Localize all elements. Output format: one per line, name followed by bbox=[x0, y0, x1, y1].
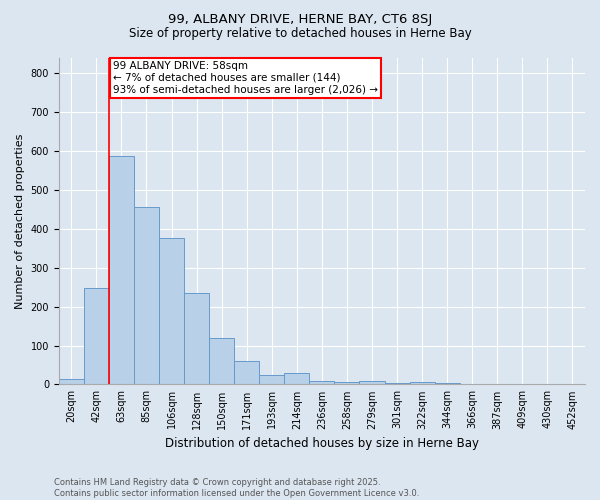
Text: 99, ALBANY DRIVE, HERNE BAY, CT6 8SJ: 99, ALBANY DRIVE, HERNE BAY, CT6 8SJ bbox=[168, 12, 432, 26]
Bar bbox=[109, 156, 134, 384]
Bar bbox=[310, 382, 334, 384]
Bar bbox=[234, 361, 259, 384]
Bar bbox=[84, 288, 109, 384]
Bar bbox=[59, 379, 84, 384]
Bar bbox=[259, 374, 284, 384]
Bar bbox=[209, 338, 234, 384]
Bar bbox=[410, 382, 434, 384]
Bar bbox=[184, 293, 209, 384]
Text: Contains HM Land Registry data © Crown copyright and database right 2025.
Contai: Contains HM Land Registry data © Crown c… bbox=[54, 478, 419, 498]
Bar bbox=[134, 208, 159, 384]
Bar bbox=[385, 383, 410, 384]
Bar bbox=[334, 382, 359, 384]
X-axis label: Distribution of detached houses by size in Herne Bay: Distribution of detached houses by size … bbox=[165, 437, 479, 450]
Y-axis label: Number of detached properties: Number of detached properties bbox=[15, 134, 25, 308]
Text: Size of property relative to detached houses in Herne Bay: Size of property relative to detached ho… bbox=[128, 28, 472, 40]
Bar bbox=[434, 383, 460, 384]
Bar bbox=[159, 238, 184, 384]
Text: 99 ALBANY DRIVE: 58sqm
← 7% of detached houses are smaller (144)
93% of semi-det: 99 ALBANY DRIVE: 58sqm ← 7% of detached … bbox=[113, 62, 377, 94]
Bar bbox=[284, 373, 310, 384]
Bar bbox=[359, 382, 385, 384]
